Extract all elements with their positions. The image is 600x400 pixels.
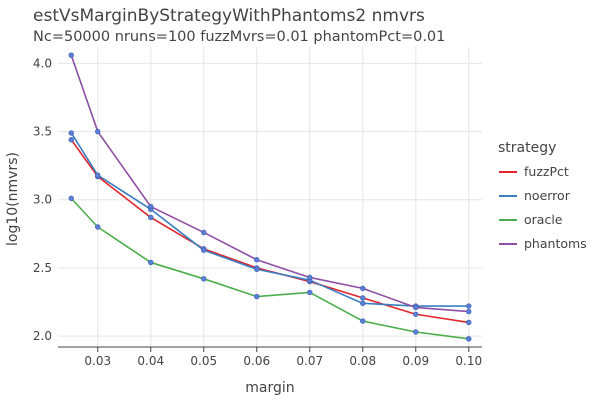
- data-point-fuzzPct: [466, 319, 472, 326]
- data-point-oracle: [307, 289, 313, 296]
- data-point-phantoms: [148, 203, 154, 210]
- data-point-fuzzPct: [413, 311, 419, 317]
- x-axis-label: margin: [245, 380, 294, 396]
- data-point-oracle: [466, 336, 472, 342]
- legend-label-phantoms: phantoms: [524, 236, 587, 251]
- legend-label-oracle: oracle: [524, 212, 563, 227]
- x-tick-label: 0.09: [402, 354, 429, 368]
- marker-layer: [68, 52, 472, 342]
- data-point-noerror: [254, 266, 260, 272]
- series-layer: [70, 54, 469, 340]
- y-tick-label: 3.0: [33, 193, 52, 207]
- data-point-phantoms: [307, 274, 313, 281]
- x-tick-label: 0.06: [243, 354, 270, 368]
- y-tick-label: 2.5: [33, 261, 52, 275]
- series-line-phantoms: [70, 54, 469, 313]
- x-tick-label: 0.03: [84, 354, 111, 368]
- grid-layer: [58, 47, 482, 347]
- data-point-phantoms: [254, 257, 260, 263]
- data-point-oracle: [254, 293, 260, 300]
- chart-title: estVsMarginByStrategyWithPhantoms2 nmvrs: [33, 6, 425, 26]
- y-tick-label: 4.0: [33, 56, 52, 70]
- data-point-noerror: [201, 247, 207, 253]
- data-point-noerror: [360, 300, 366, 307]
- data-point-oracle: [360, 318, 366, 324]
- x-tick-label: 0.07: [296, 354, 323, 368]
- data-point-phantoms: [360, 285, 366, 292]
- x-tick-label: 0.05: [190, 354, 217, 368]
- data-point-oracle: [148, 259, 154, 266]
- x-tick-label: 0.10: [455, 354, 482, 368]
- data-point-fuzzPct: [68, 137, 74, 143]
- chart-subtitle: Nc=50000 nruns=100 fuzzMvrs=0.01 phantom…: [33, 29, 445, 45]
- data-point-oracle: [201, 276, 207, 282]
- legend-label-fuzzPct: fuzzPct: [524, 164, 569, 179]
- legend-title: strategy: [498, 140, 556, 156]
- data-point-phantoms: [413, 304, 419, 311]
- x-tick-label: 0.08: [349, 354, 376, 368]
- y-tick-label: 2.0: [33, 329, 52, 343]
- data-point-fuzzPct: [148, 214, 154, 221]
- legend: strategy fuzzPct noerror oracle phantoms: [498, 140, 587, 251]
- data-point-fuzzPct: [360, 295, 366, 301]
- axis-layer: 0.03 0.04 0.05 0.06 0.07 0.08 0.09 0.10 2.0 2.5 3.…: [33, 56, 482, 368]
- y-tick-label: 3.5: [33, 125, 52, 139]
- data-point-phantoms: [68, 52, 74, 58]
- series-line-noerror: [70, 132, 469, 307]
- data-point-phantoms: [95, 128, 101, 135]
- data-point-oracle: [413, 329, 419, 335]
- data-point-noerror: [68, 130, 74, 136]
- data-point-oracle: [95, 224, 101, 230]
- series-line-oracle: [70, 197, 469, 340]
- data-point-phantoms: [201, 229, 207, 236]
- data-point-oracle: [68, 195, 74, 202]
- legend-label-noerror: noerror: [524, 188, 571, 203]
- data-point-noerror: [95, 172, 101, 178]
- y-axis-label: log10(nmvrs): [5, 152, 21, 246]
- x-tick-label: 0.04: [137, 354, 164, 368]
- data-point-noerror: [466, 303, 472, 309]
- data-point-phantoms: [466, 308, 472, 315]
